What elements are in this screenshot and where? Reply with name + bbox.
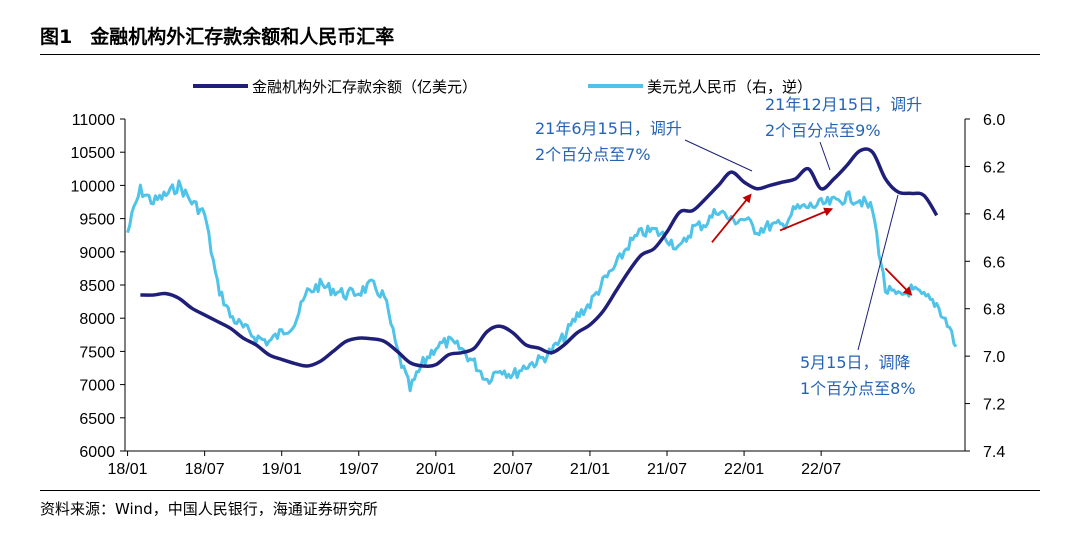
right-tick-label: 6.4 [983,207,1005,224]
left-tick-label: 10000 [71,178,116,195]
x-tick-label: 22/07 [801,461,841,478]
left-tick-label: 10500 [71,145,116,162]
trend-arrow [711,193,752,243]
x-tick-label: 19/01 [262,461,302,478]
left-tick-label: 7500 [79,344,115,361]
annotation-2022-05-line1: 5月15日，调降 [800,353,911,372]
x-tick-label: 18/01 [108,461,148,478]
legend-label-deposits: 金融机构外汇存款余额（亿美元） [252,78,477,96]
right-tick-label: 6.0 [983,112,1005,129]
figure-number: 图1 [40,26,73,48]
source-note: 资料来源：Wind，中国人民银行，海通证券研究所 [40,500,378,518]
figure-title-text: 金融机构外汇存款余额和人民币汇率 [90,26,395,48]
x-tick-label: 21/07 [647,461,687,478]
x-tick-label: 18/07 [185,461,225,478]
x-tick-label: 22/01 [724,461,764,478]
annotation-2022-05-line2: 1个百分点至8% [800,379,916,398]
left-tick-label: 6500 [79,411,115,428]
left-tick-label: 9000 [79,245,115,262]
annotation-2021-12-line1: 21年12月15日，调升 [765,95,922,114]
annotation-2021-06-leader [684,139,753,172]
series-usdcny-line [126,179,958,393]
left-tick-label: 11000 [72,112,115,129]
series-deposits-line [140,147,939,368]
right-tick-label: 7.0 [983,349,1005,366]
annotation-2021-06-line2: 2个百分点至7% [535,145,651,164]
left-tick-label: 7000 [79,378,115,395]
trend-arrow [884,267,913,296]
x-tick-label: 19/07 [339,461,379,478]
left-tick-label: 8000 [79,311,115,328]
annotation-2021-12-leader [819,141,831,171]
series-layer [126,147,958,393]
source-rule [40,490,1040,491]
right-tick-label: 6.8 [983,302,1005,319]
right-tick-label: 7.4 [983,444,1005,461]
right-tick-label: 6.6 [983,254,1005,271]
left-tick-label: 8500 [79,278,115,295]
x-tick-label: 20/01 [416,461,456,478]
x-tick-label: 21/01 [570,461,610,478]
legend-label-usdcny: 美元兑人民币（右，逆） [647,78,812,96]
axes: 6000 6500 7000 7500 8000 8500 9000 9500 10000 105… [71,112,1006,478]
annotation-2021-12-line2: 2个百分点至9% [765,121,881,140]
arrow-layer [711,193,913,296]
right-tick-label: 7.2 [983,397,1005,414]
title-rule [40,54,1040,55]
annotation-2022-05-leader [857,194,899,351]
left-tick-label: 6000 [79,444,115,461]
figure-title: 图1 金融机构外汇存款余额和人民币汇率 [40,22,394,49]
legend: 金融机构外汇存款余额（亿美元） 美元兑人民币（右，逆） [193,78,812,96]
trend-arrow [779,207,834,232]
annotations: 21年6月15日，调升 2个百分点至7% 21年12月15日，调升 2个百分点至… [535,95,922,398]
x-tick-label: 20/07 [493,461,533,478]
annotation-2021-06-line1: 21年6月15日，调升 [535,119,682,138]
right-tick-label: 6.2 [983,159,1005,176]
left-tick-label: 9500 [79,212,115,229]
